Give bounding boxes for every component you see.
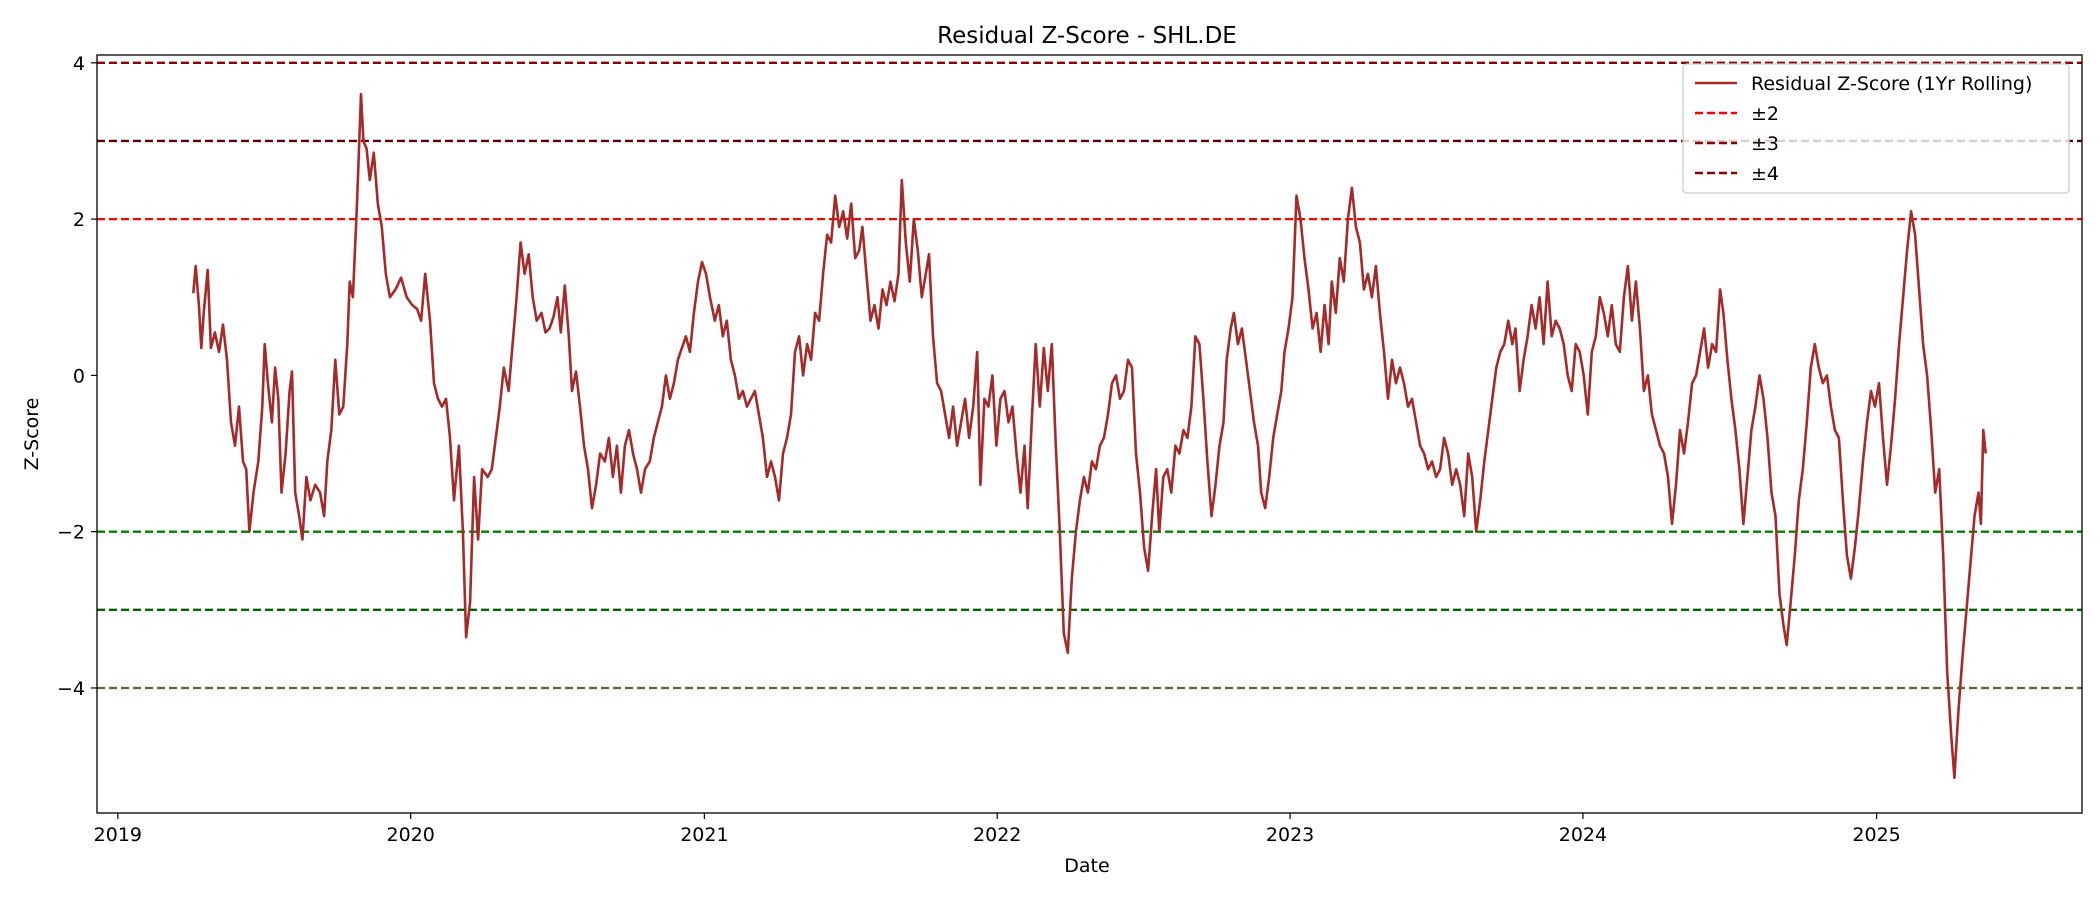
- reference-lines: [97, 61, 2082, 690]
- series-layer: [192, 92, 1987, 780]
- y-tick-label: 0: [73, 365, 85, 387]
- y-tick-label: −4: [57, 678, 85, 700]
- series-line-zscore: [192, 92, 1987, 780]
- y-tick-label: −2: [57, 522, 85, 544]
- y-axis-title: Z-Score: [21, 398, 43, 471]
- x-tick-label: 2023: [1266, 824, 1314, 846]
- x-axis-title: Date: [1064, 855, 1109, 877]
- x-tick-label: 2019: [94, 824, 142, 846]
- y-tick-label: 2: [73, 209, 85, 231]
- x-tick-label: 2020: [387, 824, 435, 846]
- plot-frame: [96, 54, 2083, 814]
- x-tick-label: 2025: [1852, 824, 1900, 846]
- legend-label-4: ±4: [1751, 163, 1779, 185]
- legend-label-zscore: Residual Z-Score (1Yr Rolling): [1751, 73, 2032, 95]
- y-axis: 4 2 0 −2 −4: [57, 53, 97, 700]
- chart-title: Residual Z-Score - SHL.DE: [937, 23, 1237, 49]
- x-tick-label: 2021: [680, 824, 728, 846]
- legend-label-3: ±3: [1751, 133, 1779, 155]
- legend: Residual Z-Score (1Yr Rolling) ±2 ±3 ±4: [1682, 63, 2070, 194]
- legend-label-2: ±2: [1751, 103, 1779, 125]
- x-tick-label: 2024: [1559, 824, 1607, 846]
- y-tick-label: 4: [73, 53, 85, 75]
- x-axis: 2019 2020 2021 2022 2023 2024 2025: [94, 813, 1901, 846]
- x-tick-label: 2022: [973, 824, 1021, 846]
- legend-box: [1682, 63, 2070, 194]
